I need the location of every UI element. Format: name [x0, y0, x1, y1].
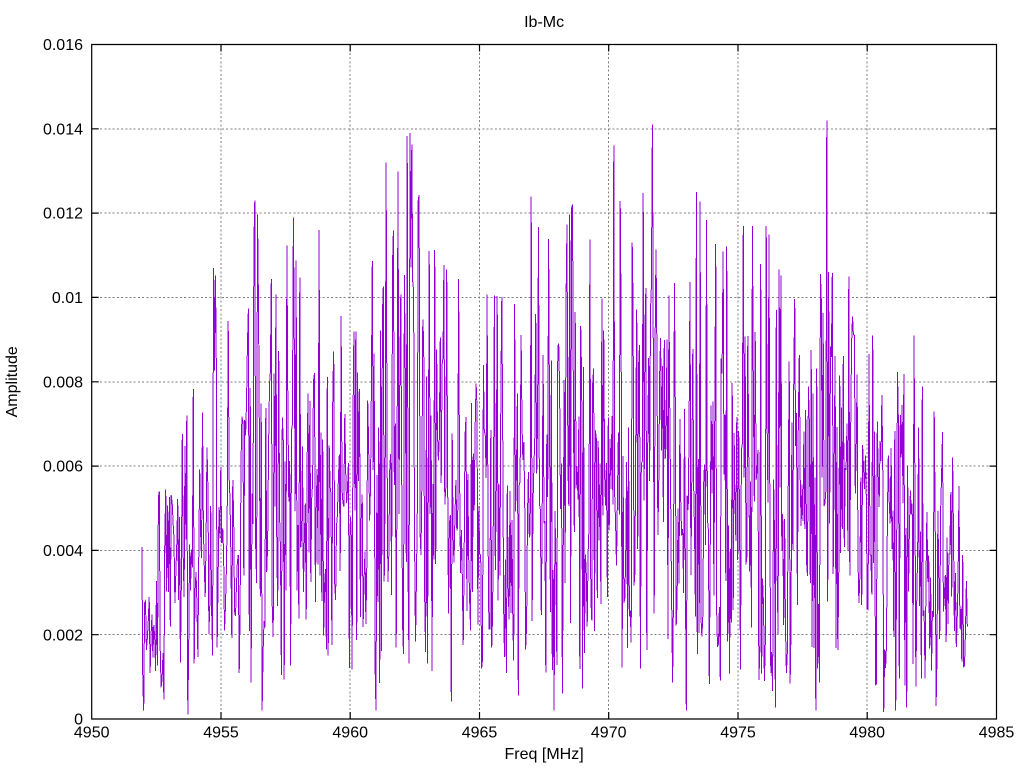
svg-text:4955: 4955 [203, 725, 239, 742]
svg-text:0: 0 [74, 712, 83, 729]
svg-text:4985: 4985 [979, 725, 1015, 742]
svg-text:0.008: 0.008 [43, 374, 83, 391]
svg-text:Freq [MHz]: Freq [MHz] [505, 746, 584, 763]
svg-text:4965: 4965 [462, 725, 498, 742]
svg-text:0.006: 0.006 [43, 459, 83, 476]
svg-text:Amplitude: Amplitude [4, 346, 21, 417]
svg-text:0.01: 0.01 [52, 290, 83, 307]
svg-text:4975: 4975 [720, 725, 756, 742]
svg-text:4960: 4960 [332, 725, 368, 742]
svg-text:4950: 4950 [74, 725, 110, 742]
svg-text:0.002: 0.002 [43, 627, 83, 644]
svg-text:Ib-Mc: Ib-Mc [524, 14, 564, 31]
svg-text:0.016: 0.016 [43, 37, 83, 54]
svg-text:0.004: 0.004 [43, 543, 83, 560]
svg-text:4970: 4970 [591, 725, 627, 742]
svg-text:0.012: 0.012 [43, 206, 83, 223]
svg-text:4980: 4980 [849, 725, 885, 742]
svg-text:0.014: 0.014 [43, 121, 83, 138]
